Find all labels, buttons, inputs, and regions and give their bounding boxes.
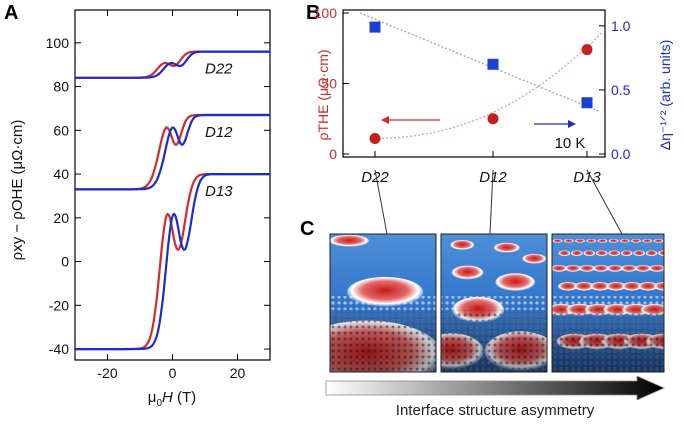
left-axis-label: ρTHE (μΩ·cm) [315, 49, 331, 140]
thermal-hall-vs-sample-chart: 0 50 100 0.0 0.5 1.0 D22 D12 D13 10 K ρTHE (μΩ·c… [314, 5, 673, 186]
temperature-label: 10 K [555, 135, 586, 152]
left-tick-label: 0 [329, 146, 337, 162]
right-tick-label: 1.0 [611, 18, 631, 34]
x-tick-label: 20 [230, 365, 246, 381]
x-tick-label: 0 [169, 365, 177, 381]
asymmetry-arrow [325, 376, 665, 400]
hall-resistivity-chart: -20 0 20 -40 -20 0 20 40 60 80 100 D22 D12 D13 ρxy −… [9, 9, 271, 409]
rho-the-point [581, 44, 593, 56]
y-tick-label: 100 [46, 35, 70, 51]
hall-curve-d12-blue [75, 113, 270, 191]
right-axis-label: Δη⁻¹ᐟ² (arb. units) [657, 40, 673, 151]
panel-label-b: B [306, 2, 321, 24]
curve-label: D13 [205, 183, 233, 200]
leader-line [489, 169, 494, 235]
left-axis-arrowhead [381, 116, 389, 124]
eta-fit-line [359, 12, 601, 113]
hall-curve-d22-blue [75, 50, 270, 79]
right-axis-arrowhead [568, 120, 576, 128]
image-frame [329, 233, 437, 373]
hall-curve-d13-blue [75, 173, 270, 351]
skyrmion-image-d12 [441, 234, 547, 372]
eta-point [581, 97, 593, 109]
y-tick-label: 80 [53, 79, 69, 95]
skyrmion-image-d13 [552, 234, 664, 372]
y-tick-label: 60 [53, 122, 69, 138]
leader-line [586, 169, 623, 235]
right-tick-label: 0.5 [611, 82, 631, 98]
curve-label: D12 [205, 124, 233, 141]
right-tick-label: 0.0 [611, 146, 631, 162]
eta-point [487, 58, 499, 70]
y-tick-label: 20 [53, 210, 69, 226]
left-tick-label: 100 [314, 5, 338, 21]
y-tick-label: 40 [53, 166, 69, 182]
asymmetry-caption: Interface structure asymmetry [395, 402, 595, 419]
skyrmion-image-d22 [330, 234, 436, 372]
category-label: D12 [479, 169, 507, 186]
category-label: D13 [573, 169, 601, 186]
rho-the-point [487, 113, 499, 125]
x-axis-label: μ0H (T) [148, 389, 196, 409]
panel-label-c: C [300, 218, 315, 240]
y-axis-label: ρxy − ρOHE (μΩ·cm) [9, 120, 26, 261]
category-label: D22 [361, 169, 389, 186]
eta-point [369, 21, 381, 33]
curve-label: D22 [205, 61, 233, 78]
panel-label-a: A [4, 2, 19, 24]
left-tick-label: 50 [321, 76, 337, 92]
rho-fit-line [378, 30, 604, 140]
rho-the-point [369, 132, 381, 144]
y-tick-label: -40 [49, 341, 69, 357]
image-frame [440, 233, 548, 373]
leader-line [374, 169, 388, 235]
x-tick-label: -20 [97, 365, 117, 381]
image-frame [551, 233, 665, 373]
y-tick-label: 0 [61, 254, 69, 270]
y-tick-label: -20 [49, 297, 69, 313]
